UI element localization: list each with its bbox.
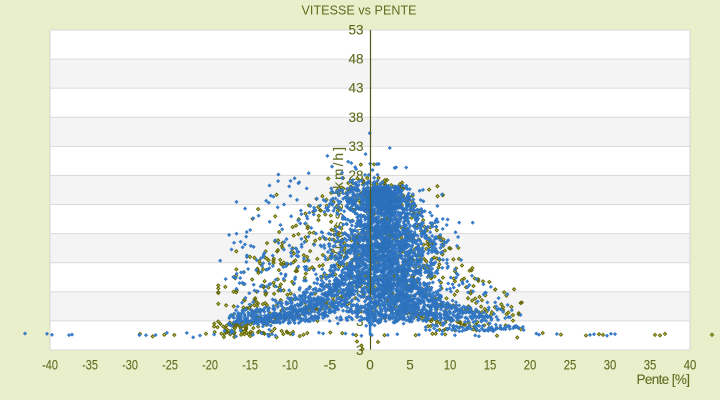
svg-text:8: 8 [356, 285, 364, 300]
svg-text:48: 48 [348, 52, 363, 67]
svg-text:-20: -20 [202, 358, 218, 373]
svg-text:30: 30 [604, 358, 617, 373]
svg-text:-40: -40 [42, 358, 58, 373]
svg-text:3: 3 [356, 343, 364, 358]
svg-text:-5: -5 [324, 358, 337, 373]
svg-text:40: 40 [684, 358, 697, 373]
svg-text:-30: -30 [122, 358, 138, 373]
svg-text:43: 43 [348, 81, 363, 96]
svg-text:10: 10 [444, 358, 457, 373]
svg-text:15: 15 [484, 358, 497, 373]
svg-text:-35: -35 [82, 358, 98, 373]
svg-text:53: 53 [348, 22, 363, 37]
svg-text:25: 25 [564, 358, 577, 373]
svg-text:33: 33 [348, 139, 363, 154]
svg-text:-10: -10 [282, 358, 298, 373]
svg-text:0: 0 [366, 358, 374, 373]
svg-text:20: 20 [524, 358, 537, 373]
svg-text:VITESSE vs PENTE: VITESSE vs PENTE [302, 4, 417, 18]
svg-text:-15: -15 [242, 358, 258, 373]
svg-text:5: 5 [406, 358, 414, 373]
svg-text:-25: -25 [162, 358, 178, 373]
svg-text:Pente [%]: Pente [%] [637, 372, 691, 387]
svg-text:38: 38 [348, 110, 363, 125]
svg-text:35: 35 [644, 358, 657, 373]
